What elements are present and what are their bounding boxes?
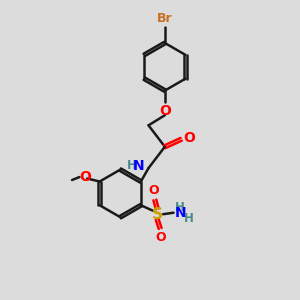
Text: H: H bbox=[175, 201, 185, 214]
Text: N: N bbox=[175, 206, 187, 220]
Text: O: O bbox=[79, 170, 91, 184]
Text: S: S bbox=[152, 207, 163, 222]
Text: O: O bbox=[148, 184, 159, 197]
Text: H: H bbox=[184, 212, 194, 225]
Text: O: O bbox=[184, 131, 196, 145]
Text: O: O bbox=[159, 104, 171, 118]
Text: H: H bbox=[127, 159, 137, 172]
Text: Br: Br bbox=[157, 12, 173, 25]
Text: N: N bbox=[132, 159, 144, 173]
Text: O: O bbox=[155, 231, 166, 244]
